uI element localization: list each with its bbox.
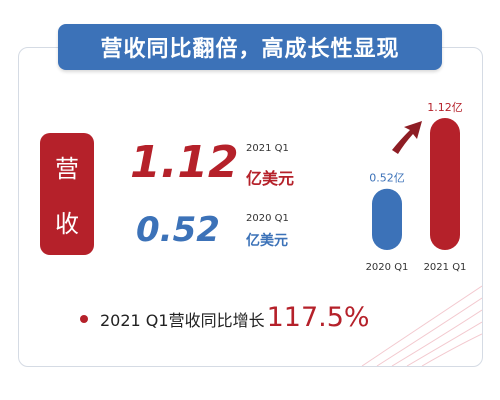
x-tick-label: 2021 Q1	[424, 262, 467, 273]
footer-text: 2021 Q1营收同比增长	[100, 311, 265, 330]
bar-data-label: 1.12亿	[427, 101, 463, 114]
revenue-label-block: 营 收	[40, 133, 94, 255]
previous-revenue-value: 0.52	[136, 210, 220, 250]
bar-data-label: 0.52亿	[369, 172, 405, 185]
current-revenue-unit: 亿美元	[246, 169, 295, 188]
revenue-label-char-2: 收	[55, 210, 79, 238]
decorative-lines	[361, 285, 482, 366]
banner-title: 营收同比翻倍，高成长性显现	[58, 24, 442, 70]
revenue-bar-chart: 0.52亿 2020 Q1 1.12亿 2021 Q1	[366, 101, 467, 273]
bar-2020-q1	[372, 188, 402, 250]
growth-arrow-icon	[392, 121, 422, 154]
current-revenue-value: 1.12	[130, 137, 239, 188]
growth-rate-value: 117.5%	[266, 302, 370, 333]
revenue-label-char-1: 营	[55, 155, 79, 183]
previous-period-label: 2020 Q1	[246, 213, 289, 224]
x-tick-label: 2020 Q1	[366, 262, 409, 273]
bar-2021-q1	[430, 118, 460, 250]
bullet-dot	[80, 315, 88, 323]
content-card	[18, 47, 483, 367]
footer-summary: 2021 Q1营收同比增长 117.5%	[80, 302, 370, 333]
previous-revenue-unit: 亿美元	[246, 233, 288, 249]
current-period-label: 2021 Q1	[246, 143, 289, 154]
